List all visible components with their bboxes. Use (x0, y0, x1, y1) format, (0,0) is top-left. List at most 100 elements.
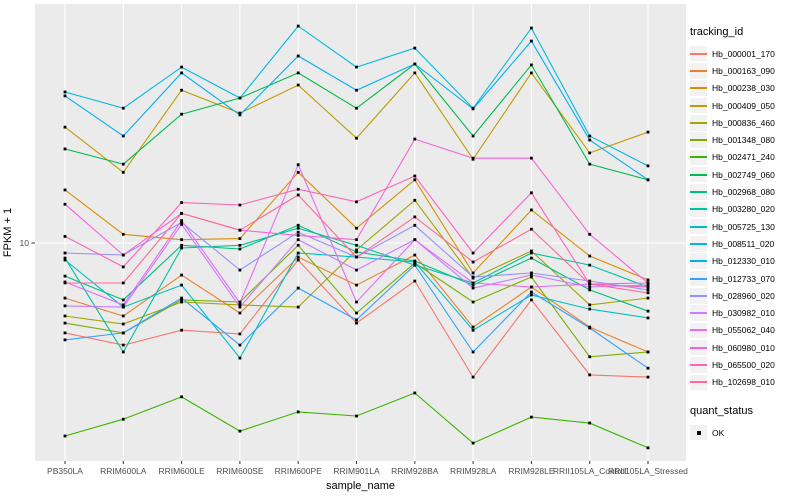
data-point (63, 188, 67, 192)
legend-label: Hb_065500_020 (712, 359, 775, 370)
data-point (238, 111, 242, 115)
data-point (413, 263, 417, 267)
legend-label: Hb_012330_010 (712, 256, 775, 267)
x-tick-label: RRIM928BA (391, 466, 439, 476)
legend-label: Hb_002968_080 (712, 187, 775, 198)
legend-line-icon (690, 277, 707, 280)
data-point (588, 326, 592, 330)
legend-key-swatch (690, 184, 707, 200)
data-point (355, 311, 358, 315)
legend-item-Hb_065500_020: Hb_065500_020 (690, 356, 798, 373)
data-point (296, 410, 300, 414)
data-point (646, 130, 650, 134)
data-point (180, 211, 183, 215)
data-point (180, 65, 183, 69)
data-point (180, 221, 183, 224)
legend-item-Hb_000836_460: Hb_000836_460 (690, 114, 798, 131)
data-point (588, 288, 592, 292)
data-point (238, 268, 242, 272)
legend-key-swatch (690, 166, 707, 183)
legend-label: Hb_055062_040 (712, 325, 775, 336)
data-point (588, 355, 592, 359)
data-point (180, 273, 183, 277)
data-point (355, 300, 358, 304)
x-tick-label: PB350LA (47, 466, 83, 476)
legend-item-Hb_000001_170: Hb_000001_170 (690, 45, 798, 62)
legend-label: Hb_003280_020 (712, 204, 775, 215)
data-point (296, 170, 300, 174)
data-point (646, 278, 650, 282)
data-point (121, 106, 125, 110)
legend-line-icon (690, 156, 707, 159)
legend-label: Hb_028960_020 (712, 290, 775, 301)
legend-label: Hb_030982_010 (712, 308, 775, 319)
data-point (588, 421, 592, 425)
legend-label: Hb_000163_090 (712, 65, 775, 76)
data-point (180, 243, 183, 247)
legend-line-icon (690, 381, 707, 384)
legend-label: Hb_012733_070 (712, 273, 775, 284)
data-point (530, 275, 533, 279)
data-point (355, 238, 358, 242)
data-point (121, 281, 125, 285)
data-point (63, 304, 67, 308)
legend-line-icon (690, 312, 707, 315)
data-point (471, 441, 475, 445)
legend-line-icon (690, 242, 707, 245)
data-point (471, 251, 475, 255)
legend-line-icon (690, 363, 707, 366)
data-point (296, 83, 300, 87)
data-point (63, 251, 67, 255)
data-point (121, 253, 125, 257)
data-point (296, 193, 300, 197)
data-point (355, 321, 358, 325)
data-point (63, 90, 67, 94)
data-point (646, 291, 650, 295)
data-point (121, 134, 125, 138)
data-point (238, 113, 242, 117)
data-point (471, 325, 475, 329)
legend-line-icon (690, 294, 707, 297)
data-point (238, 237, 242, 240)
quant-legend-label: OK (712, 427, 725, 438)
legend-item-Hb_002968_080: Hb_002968_080 (690, 183, 798, 200)
data-point (413, 137, 417, 141)
data-point (121, 265, 125, 269)
data-point (121, 298, 125, 302)
data-point (238, 228, 242, 232)
legend-title: tracking_id (690, 26, 744, 38)
data-point (530, 227, 533, 231)
data-point (646, 296, 650, 300)
data-point (530, 273, 533, 277)
data-point (296, 251, 300, 255)
data-point (238, 343, 242, 347)
data-point (296, 223, 300, 227)
data-point (121, 303, 125, 307)
data-point (121, 170, 125, 174)
x-tick-label: RRIM600LE (158, 466, 205, 476)
data-point (63, 331, 67, 335)
legend-label: Hb_005725_130 (712, 221, 775, 232)
data-point (180, 219, 183, 222)
data-point (355, 250, 358, 254)
data-point (413, 253, 417, 257)
data-point (413, 62, 417, 66)
legend-key-swatch (690, 374, 707, 391)
data-point (296, 230, 300, 234)
data-point (413, 238, 417, 242)
legend-line-icon (690, 87, 707, 90)
legend-line-icon (690, 225, 707, 228)
data-point (63, 321, 67, 325)
data-point (355, 65, 358, 69)
data-point (471, 275, 475, 279)
legend-item-Hb_012330_010: Hb_012330_010 (690, 253, 798, 270)
legend-key-swatch (690, 339, 707, 356)
data-point (180, 201, 183, 205)
data-point (63, 256, 67, 260)
data-point (355, 226, 358, 230)
data-point (238, 96, 242, 100)
data-point (180, 328, 183, 332)
data-point (471, 271, 475, 275)
legend-key-swatch (690, 288, 707, 304)
legend-item-Hb_055062_040: Hb_055062_040 (690, 322, 798, 339)
